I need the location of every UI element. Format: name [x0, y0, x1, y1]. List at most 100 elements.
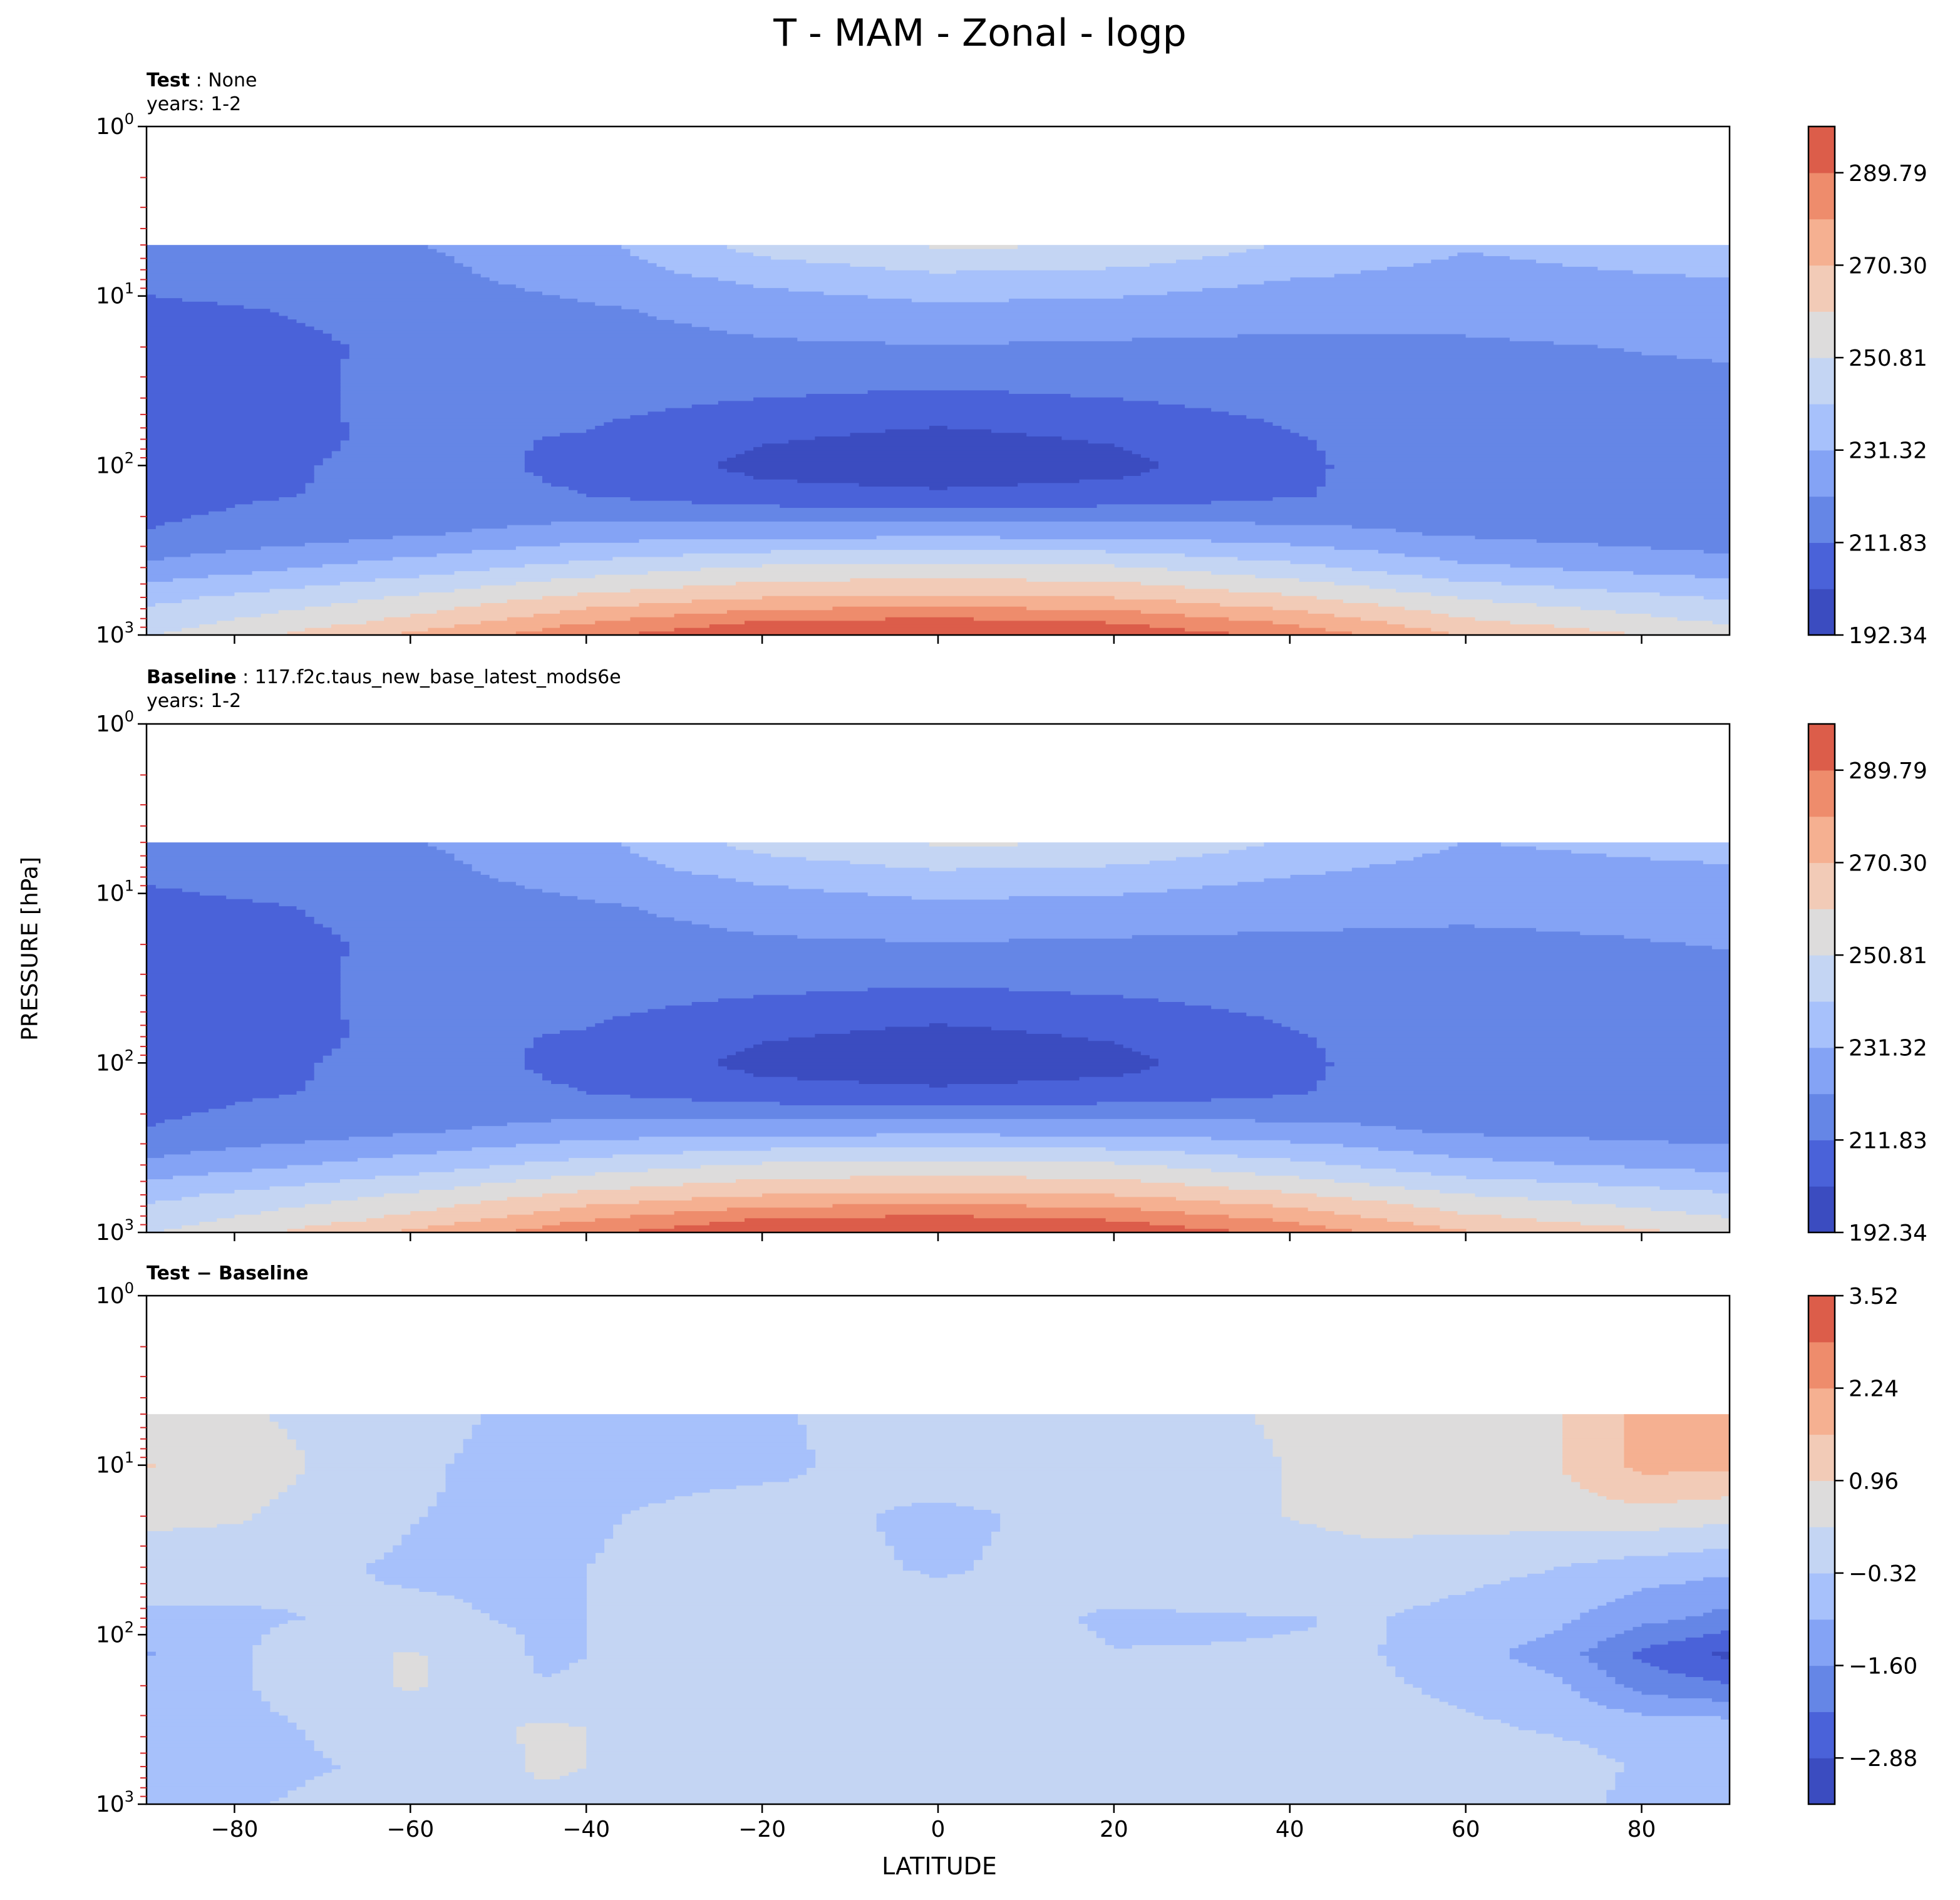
contour-cell — [147, 429, 349, 434]
x-tick-label: −60 — [386, 1817, 434, 1842]
contour-cell — [1184, 553, 1405, 558]
contour-cell — [1571, 1474, 1730, 1479]
contour-cell — [147, 1137, 349, 1141]
colorbar-segment — [1808, 1001, 1835, 1048]
contour-cell — [155, 294, 560, 299]
contour-cell — [1351, 1229, 1467, 1233]
contour-cell — [1421, 1687, 1572, 1691]
contour-cell — [1448, 1701, 1599, 1706]
contour-cell — [1413, 1534, 1730, 1539]
contour-cell — [339, 966, 1730, 971]
contour-cell — [147, 1737, 306, 1741]
contour-cell — [560, 1140, 1291, 1145]
contour-cell — [850, 860, 1150, 864]
contour-cell — [586, 1655, 1388, 1660]
contour-cell — [147, 1112, 192, 1116]
contour-cell — [726, 610, 1141, 614]
contour-cell — [1008, 938, 1651, 942]
contour-cell — [745, 472, 1141, 477]
contour-cell — [691, 323, 1730, 328]
contour-band-7 — [147, 1414, 1730, 1504]
contour-cell — [1210, 1005, 1730, 1010]
contour-cell — [278, 1623, 508, 1628]
contour-cell — [630, 1510, 886, 1514]
contour-cell — [147, 1644, 253, 1649]
contour-cell — [569, 486, 930, 490]
contour-cell — [1017, 245, 1264, 249]
contour-cell — [313, 465, 525, 469]
contour-cell — [1615, 1775, 1730, 1780]
contour-cell — [1096, 503, 1730, 508]
contour-cell — [1307, 1207, 1440, 1212]
contour-cell — [331, 1051, 525, 1056]
contour-cell — [313, 1069, 534, 1074]
contour-cell — [147, 1719, 288, 1723]
contour-cell — [366, 1566, 587, 1571]
contour-cell — [155, 1651, 253, 1656]
contour-cell — [542, 1033, 816, 1038]
contour-cell — [956, 269, 1361, 274]
contour-cell — [1237, 333, 1467, 338]
contour-cell — [147, 1743, 314, 1748]
contour-cell — [806, 856, 1176, 861]
contour-cell — [147, 603, 156, 607]
contour-cell — [428, 1666, 534, 1670]
contour-cell — [147, 365, 341, 370]
contour-cell — [1140, 610, 1308, 614]
contour-cell — [1324, 461, 1730, 466]
contour-cell — [1518, 1658, 1590, 1663]
contour-cell — [1457, 842, 1502, 847]
contour-cell — [665, 1499, 1282, 1504]
contour-cell — [1720, 1655, 1730, 1660]
contour-band-8 — [1624, 1414, 1730, 1475]
contour-cell — [1509, 564, 1730, 569]
contour-cell — [147, 344, 349, 349]
contour-cell — [612, 1527, 877, 1532]
contour-cell — [1606, 853, 1730, 857]
contour-cell — [296, 1726, 517, 1730]
contour-cell — [1395, 1669, 1545, 1674]
contour-cell — [745, 1218, 1106, 1222]
contour-cell — [147, 337, 332, 341]
contour-cell — [1316, 596, 1458, 601]
contour-cell — [586, 1641, 1106, 1646]
contour-cell — [1624, 1457, 1730, 1461]
contour-cell — [1448, 631, 1625, 636]
contour-cell — [560, 1669, 1396, 1674]
contour-cell — [304, 913, 658, 917]
contour-cell — [147, 1765, 341, 1770]
contour-cell — [147, 383, 341, 388]
contour-cell — [147, 1133, 394, 1137]
contour-cell — [147, 1200, 156, 1205]
y-tick-label: 100 — [96, 110, 134, 140]
contour-cell — [1562, 1449, 1625, 1454]
contour-cell — [524, 454, 736, 458]
contour-cell — [982, 1545, 1730, 1550]
contour-cell — [463, 1598, 587, 1603]
contour-cell — [1562, 1432, 1625, 1436]
contour-cell — [876, 1521, 1001, 1525]
contour-cell — [674, 319, 1730, 324]
contour-cell — [560, 610, 728, 614]
contour-cell — [753, 475, 1123, 480]
contour-cell — [885, 617, 974, 622]
contour-cell — [735, 1179, 1141, 1184]
contour-cell — [1668, 1552, 1730, 1557]
contour-cell — [885, 1534, 992, 1539]
contour-cell — [1360, 1214, 1502, 1219]
contour-cell — [1158, 1062, 1334, 1066]
contour-cell — [515, 284, 754, 288]
contour-cell — [674, 1495, 1282, 1500]
contour-cell — [639, 631, 1229, 636]
contour-cell — [489, 567, 701, 572]
contour-cell — [1351, 525, 1730, 529]
contour-cell — [595, 574, 1256, 579]
contour-cell — [806, 1442, 1273, 1447]
contour-cell — [147, 1150, 192, 1155]
contour-cell — [147, 1492, 279, 1497]
contour-cell — [147, 1510, 262, 1514]
contour-cell — [797, 1417, 1256, 1422]
contour-cell — [1087, 440, 1317, 445]
contour-cell — [1474, 1193, 1730, 1198]
contour-cell — [436, 1495, 675, 1500]
